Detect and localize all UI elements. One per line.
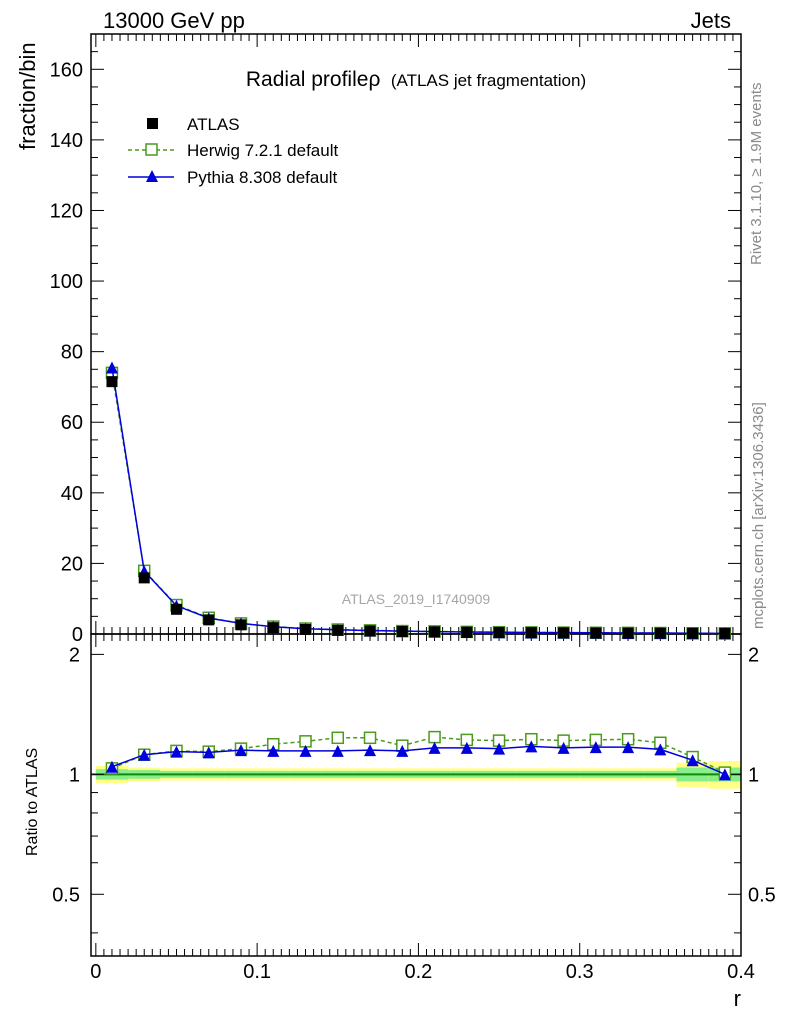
x-tick-label: 0.4: [727, 961, 755, 983]
atlas-point: [493, 626, 505, 638]
y-tick-label: 140: [50, 130, 83, 152]
atlas-point: [203, 614, 215, 626]
atlas-point: [332, 624, 344, 636]
pythia-point: [105, 361, 118, 374]
atlas-point: [622, 627, 634, 639]
pythia-ratio-point: [557, 741, 570, 754]
legend-herwig-marker: [145, 143, 158, 156]
ratio-tick-label-left: 1: [69, 764, 80, 786]
ratio-plot-frame: [90, 633, 742, 957]
y-tick-label: 40: [61, 483, 83, 505]
ratio-y-axis-title: Ratio to ATLAS: [24, 748, 41, 856]
chart-title-sub: (ATLAS jet fragmentation): [391, 71, 586, 90]
legend-herwig-label: Herwig 7.2.1 default: [187, 141, 338, 160]
herwig-ratio-point: [363, 731, 377, 745]
atlas-point: [654, 627, 666, 639]
legend-pythia-label: Pythia 8.308 default: [187, 168, 338, 187]
y-axis-title: fraction/bin: [15, 42, 40, 150]
ratio-tick-label-left: 0.5: [52, 884, 80, 906]
pythia-ratio-point: [493, 742, 506, 755]
atlas-point: [170, 603, 182, 615]
pythia-ratio-point: [589, 741, 602, 754]
atlas-point: [300, 623, 312, 635]
ratio-tick-label-right: 0.5: [748, 884, 776, 906]
legend-pythia-marker: [146, 170, 158, 182]
atlas-point: [687, 627, 699, 639]
pythia-ratio-point: [235, 744, 247, 757]
atlas-point: [429, 626, 441, 638]
chart-title-main: Radial profileρ: [246, 68, 381, 91]
x-tick-label: 0: [90, 961, 101, 983]
pythia-ratio-point: [105, 760, 118, 773]
y-tick-label: 100: [50, 271, 83, 293]
pythia-ratio-point: [525, 740, 538, 753]
watermark: ATLAS_2019_I1740909: [342, 591, 491, 607]
atlas-point: [461, 626, 473, 638]
header-left: 13000 GeV pp: [103, 8, 245, 33]
atlas-point: [525, 627, 537, 639]
x-tick-label: 0.2: [405, 961, 433, 983]
atlas-point: [558, 627, 570, 639]
atlas-point: [396, 626, 408, 638]
ratio-uncertainty-bands: [91, 761, 741, 789]
side-label-mcplots: mcplots.cern.ch [arXiv:1306.3436]: [750, 402, 767, 629]
ratio-tick-label-right: 2: [748, 644, 759, 666]
atlas-point: [106, 376, 118, 388]
x-tick-label: 0.3: [566, 961, 594, 983]
y-tick-label: 160: [50, 59, 83, 81]
legend-atlas-label: ATLAS: [187, 115, 240, 134]
x-tick-label: 0.1: [243, 961, 271, 983]
atlas-point: [138, 572, 150, 584]
data-marks: [105, 361, 732, 781]
pythia-ratio-point: [138, 748, 151, 761]
y-tick-label: 120: [50, 200, 83, 222]
y-tick-label: 20: [61, 553, 83, 575]
x-axis-title: r: [734, 986, 741, 1011]
pythia-ratio-point: [331, 744, 344, 757]
legend: ATLAS Herwig 7.2.1 default Pythia 8.308 …: [128, 115, 338, 187]
pythia-ratio-point: [686, 754, 699, 767]
pythia-ratio-point: [460, 741, 473, 754]
pythia-ratio-point: [654, 743, 667, 756]
pythia-ratio-point: [364, 744, 377, 757]
pythia-ratio-point: [202, 746, 215, 759]
y-tick-label: 60: [61, 412, 83, 434]
ratio-tick-label-right: 1: [748, 764, 759, 786]
atlas-point: [590, 627, 602, 639]
y-tick-label: 0: [72, 624, 83, 646]
chart-title: Radial profileρ (ATLAS jet fragmentation…: [246, 68, 586, 91]
pythia-ratio-point: [718, 768, 731, 781]
pythia-ratio-line: [111, 745, 726, 776]
pythia-ratio-point: [170, 745, 183, 758]
side-label-rivet: Rivet 3.1.10, ≥ 1.9M events: [748, 83, 765, 266]
atlas-point: [267, 622, 279, 634]
pythia-ratio-point: [267, 744, 280, 757]
y-tick-label: 80: [61, 342, 83, 364]
header-right: Jets: [691, 8, 731, 33]
herwig-ratio-point: [428, 730, 441, 744]
axis-tick-labels: 0 0.1 0.2 0.3 0.4 0 20 40 60 80 100 120 140 160 0.5 0.5…: [50, 59, 776, 983]
atlas-point: [364, 625, 376, 637]
pythia-ratio-point: [396, 744, 409, 757]
pythia-ratio-point: [428, 741, 441, 754]
ratio-tick-label-left: 2: [69, 644, 80, 666]
legend-atlas-marker: [147, 118, 158, 129]
pythia-ratio-point: [622, 741, 635, 754]
herwig-ratio-point: [331, 731, 345, 745]
atlas-point: [719, 627, 731, 639]
atlas-point: [235, 619, 247, 631]
pythia-ratio-point: [299, 744, 312, 757]
